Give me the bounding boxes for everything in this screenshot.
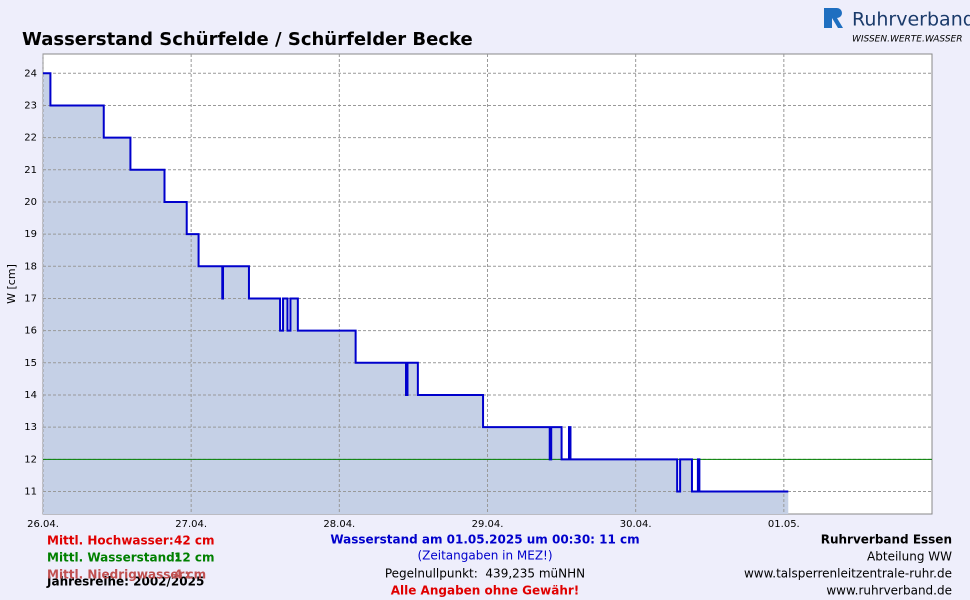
y-tick-label: 20 [24, 197, 37, 208]
y-tick-label: 23 [24, 100, 37, 111]
x-tick-label: 30.04. [620, 519, 652, 530]
org-line: www.talsperrenleitzentrale-ruhr.de [744, 567, 952, 581]
org-line: www.ruhrverband.de [826, 584, 952, 598]
series-years: Jahresreihe: 2002/2025 [46, 575, 204, 589]
stat-value: 12 cm [174, 551, 215, 565]
logo-slogan: WISSEN.WERTE.WASSER [852, 35, 962, 45]
y-tick-label: 18 [24, 261, 37, 272]
org-line: Ruhrverband Essen [821, 533, 952, 547]
disclaimer: Alle Angaben ohne Gewähr! [391, 584, 580, 598]
y-tick-label: 12 [24, 454, 37, 465]
timezone-note: (Zeitangaben in MEZ!) [417, 549, 552, 563]
y-tick-label: 24 [24, 68, 37, 79]
y-tick-label: 13 [24, 422, 37, 433]
stat-value: 42 cm [174, 534, 215, 548]
stat-label: Mittl. Wasserstand: [47, 551, 180, 565]
y-tick-label: 15 [24, 358, 37, 369]
stat-label: Mittl. Niedrigwasser: [47, 568, 189, 582]
y-tick-label: 17 [24, 293, 37, 304]
y-tick-label: 22 [24, 133, 37, 144]
current-level: Wasserstand am 01.05.2025 um 00:30: 11 c… [330, 533, 639, 547]
chart-title: Wasserstand Schürfelde / Schürfelder Bec… [22, 29, 473, 50]
y-tick-label: 14 [24, 390, 37, 401]
y-tick-label: 11 [24, 486, 37, 497]
logo-name: Ruhrverband [852, 9, 970, 31]
org-line: Abteilung WW [867, 550, 952, 564]
area [43, 73, 789, 515]
y-axis-label: W [cm] [5, 264, 18, 304]
logo-mark [832, 8, 843, 28]
x-tick-label: 28.04. [323, 519, 355, 530]
stat-label: Mittl. Hochwasser: [47, 534, 174, 548]
x-tick-label: 27.04. [175, 519, 207, 530]
y-tick-label: 19 [24, 229, 37, 240]
x-tick-label: 26.04. [27, 519, 59, 530]
y-tick-label: 16 [24, 326, 37, 337]
x-tick-label: 29.04. [472, 519, 504, 530]
data-line [43, 72, 789, 493]
x-tick-label: 01.05. [768, 519, 800, 530]
gauge-zero: Pegelnullpunkt: 439,235 müNHN [385, 567, 585, 581]
y-tick-label: 21 [24, 165, 37, 176]
logo-mark [824, 8, 832, 28]
stat-value: 4 cm [174, 568, 206, 582]
